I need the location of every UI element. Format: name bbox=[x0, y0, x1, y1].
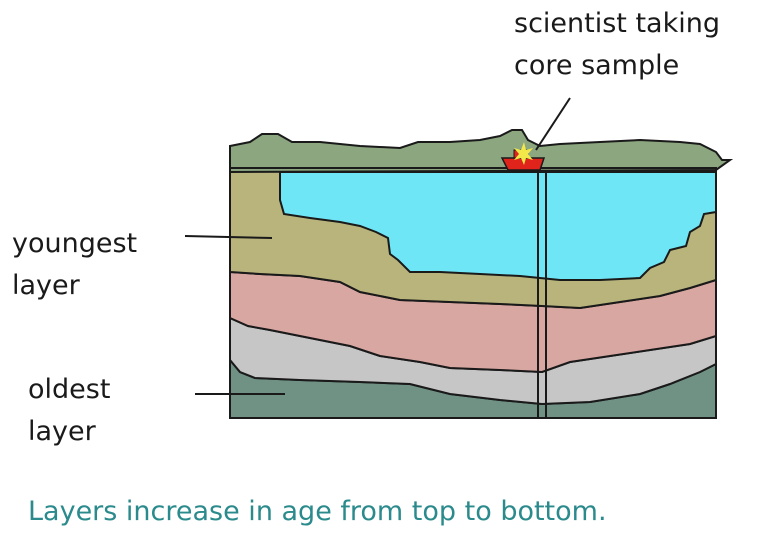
cross-section-frame bbox=[229, 167, 717, 419]
scientist-label-line1: scientist taking bbox=[514, 8, 720, 39]
boat-icon bbox=[500, 142, 546, 171]
scientist-label-line2: core sample bbox=[514, 50, 679, 81]
diagram-caption: Layers increase in age from top to botto… bbox=[28, 496, 607, 527]
youngest-pointer-line bbox=[184, 235, 273, 239]
oldest-label-line2: layer bbox=[28, 416, 97, 447]
oldest-label-line1: oldest bbox=[28, 374, 110, 405]
surface-band bbox=[229, 129, 734, 174]
youngest-label-line2: layer bbox=[12, 270, 81, 301]
water-body bbox=[279, 171, 717, 281]
youngest-label-line1: youngest bbox=[12, 228, 137, 259]
scientist-pointer-line bbox=[535, 97, 571, 151]
scientist-figure-icon bbox=[514, 142, 533, 165]
